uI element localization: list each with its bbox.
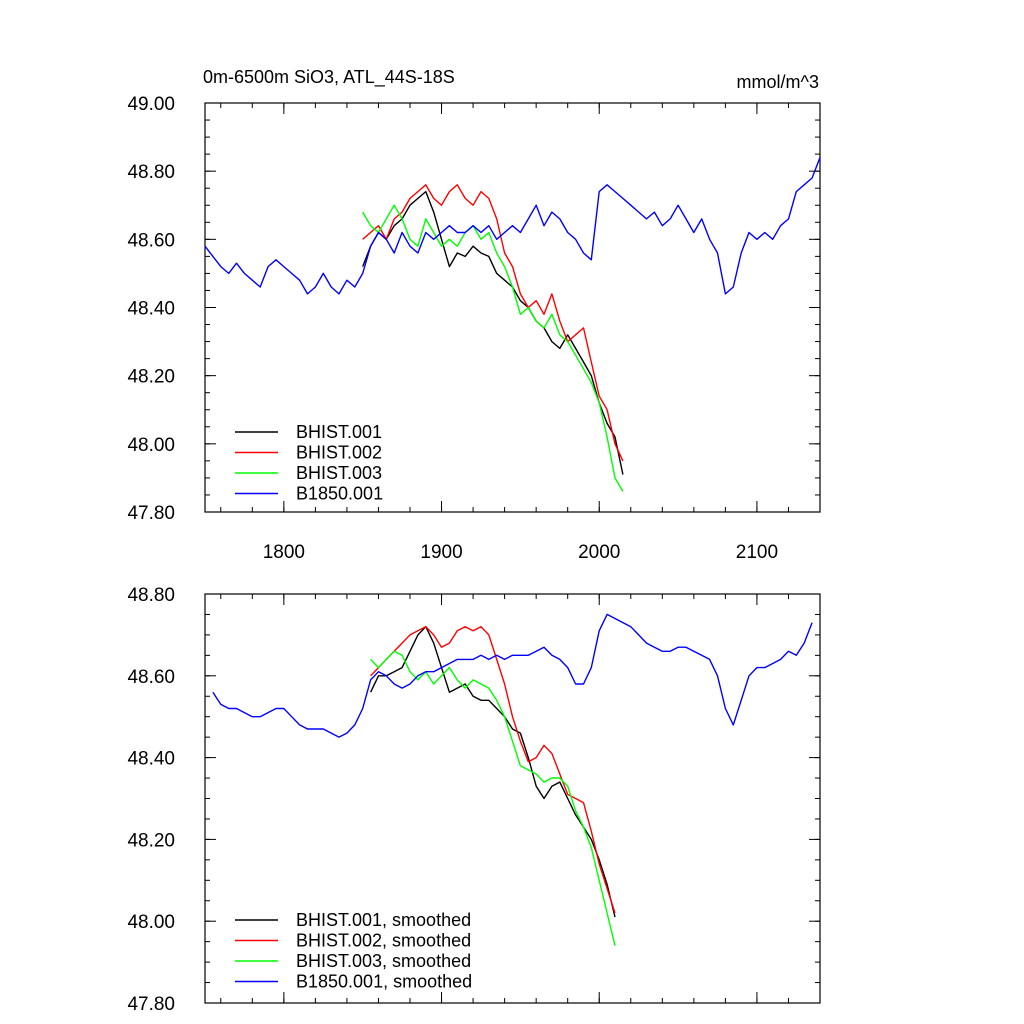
bottom-panel: 47.80 48.00 48.20 48.40 48.60 48.80 BHIST.001,…	[127, 585, 821, 1015]
y-tick-label: 48.40	[127, 299, 175, 320]
legend-label: BHIST.001	[296, 422, 382, 442]
y-tick-label: 48.20	[127, 830, 175, 851]
y-tick-label: 48.40	[127, 749, 175, 770]
series-line-1	[369, 626, 616, 918]
series-line-1	[362, 190, 624, 475]
y-tick-label: 48.80	[127, 585, 175, 606]
x-tick-label: 1900	[420, 542, 462, 563]
x-tick-label: 2100	[736, 542, 778, 563]
units-label: mmol/m^3	[737, 72, 819, 92]
legend-label: BHIST.003, smoothed	[296, 951, 471, 971]
x-tick-label: 2000	[578, 542, 620, 563]
top-panel: 47.80 48.00 48.20 48.40 48.60 48.80 49.00 1800 1…	[127, 94, 821, 563]
y-tick-label: 48.80	[127, 162, 175, 183]
legend-label: B1850.001, smoothed	[296, 972, 472, 992]
y-tick-label: 48.60	[127, 230, 175, 251]
series-line-2	[362, 184, 624, 462]
legend-label: BHIST.001, smoothed	[296, 910, 471, 930]
y-tick-label: 48.60	[127, 667, 175, 688]
x-tick-label: 1800	[263, 542, 305, 563]
y-tick-label: 47.80	[127, 994, 175, 1015]
legend-label: BHIST.003	[296, 463, 382, 483]
chart-title: 0m-6500m SiO3, ATL_44S-18S	[203, 67, 455, 88]
y-tick-label: 48.00	[127, 435, 175, 456]
series-line-2	[370, 626, 616, 914]
series-line-3	[370, 650, 616, 946]
y-tick-label: 48.20	[127, 367, 175, 388]
y-tick-label: 49.00	[127, 94, 175, 115]
y-tick-label: 48.00	[127, 912, 175, 933]
series-line-4	[204, 157, 821, 295]
legend-label: B1850.001	[296, 484, 383, 504]
series-line-4	[212, 613, 813, 738]
legend-label: BHIST.002	[296, 443, 382, 463]
series-line-3	[362, 204, 624, 492]
legend-label: BHIST.002, smoothed	[296, 931, 471, 951]
y-tick-label: 47.80	[127, 503, 175, 524]
